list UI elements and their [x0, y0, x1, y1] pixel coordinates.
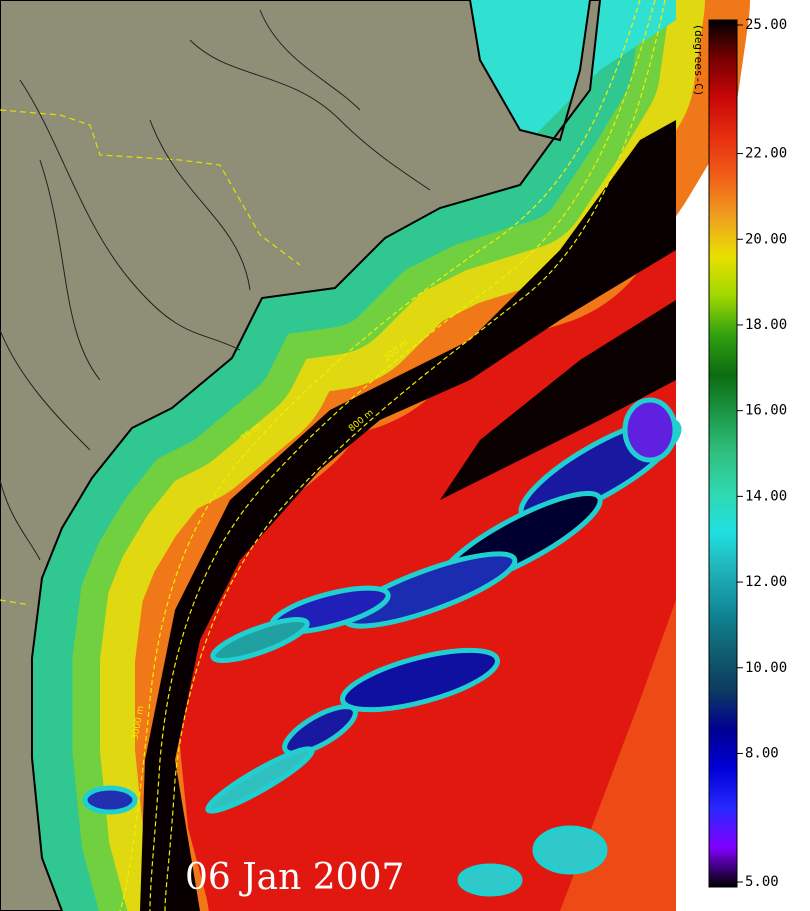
colorbar-tick-label: 10.00: [745, 660, 787, 676]
colorbar-tick-label: 5.00: [745, 874, 779, 890]
date-label: 06 Jan 2007: [185, 857, 404, 898]
colorbar-tick-label: 22.00: [745, 146, 787, 162]
colorbar-tick-label: 12.00: [745, 574, 787, 590]
colorbar-label: (degrees-C): [692, 24, 705, 97]
clouds: [82, 397, 682, 897]
colorbar-tick-label: 18.00: [745, 317, 787, 333]
colorbar-tick-label: 20.00: [745, 231, 787, 247]
colorbar-tick-label: 14.00: [745, 488, 787, 504]
land: [0, 0, 602, 911]
isobaths: [119, 0, 666, 911]
colorbar-tick-label: 8.00: [745, 745, 779, 761]
colorbar: (degrees-C) 25.00 22.00 20.00 18.00 16.00 14.…: [692, 17, 787, 890]
colorbar-tick-label: 25.00: [745, 17, 787, 33]
colorbar-gradient: [708, 19, 738, 888]
colorbar-tick-label: 16.00: [745, 403, 787, 419]
